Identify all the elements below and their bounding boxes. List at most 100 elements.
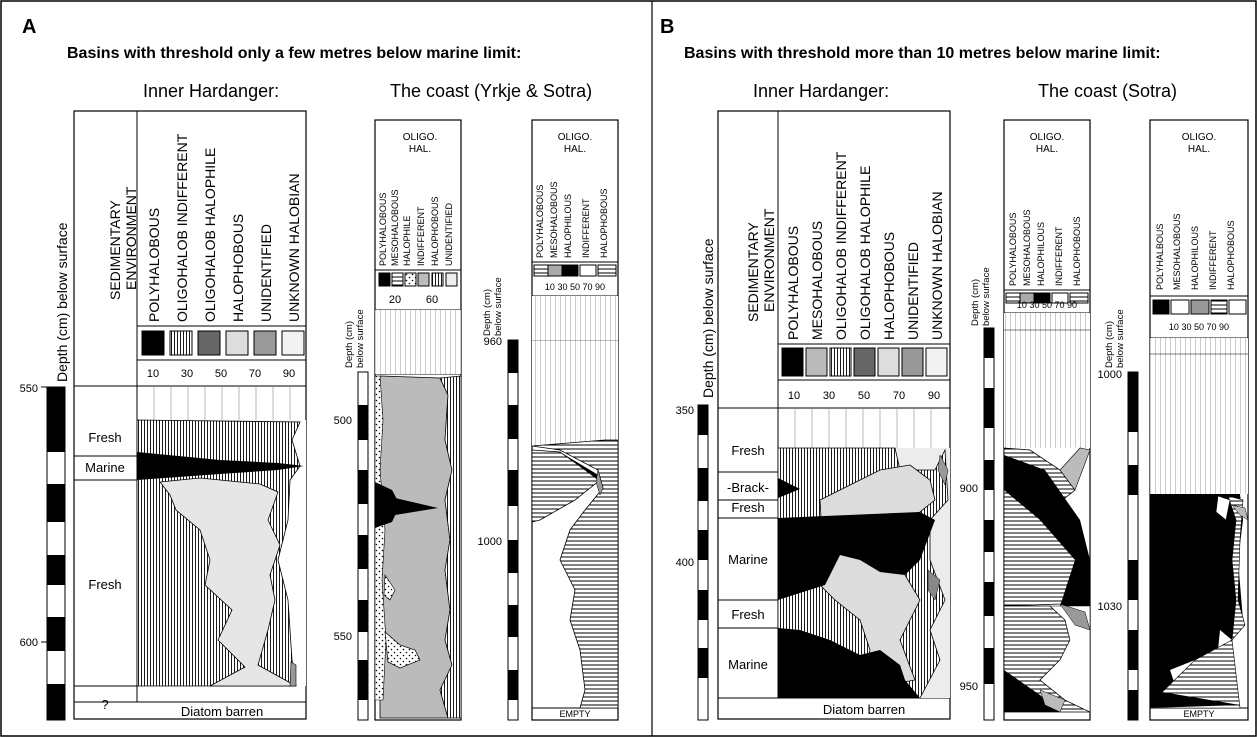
core-b2-cat-1: POLYHALOBOUS (1008, 213, 1018, 286)
core-a1-env-header-2: ENVIRONMENT (123, 186, 139, 290)
core-a1-env-header-1: SEDIMENTARY (107, 200, 123, 300)
panel-a-right-heading: The coast (Yrkje & Sotra) (390, 81, 592, 101)
core-a3-cat-3: HALOPHILOUS (563, 194, 573, 258)
core-b3-depth-label-2: below surface (1115, 309, 1126, 368)
core-b1-footer: Diatom barren (823, 702, 905, 717)
core-b1-cat-1: POLYHALOBOUS (785, 226, 801, 340)
core-b2-cat-5: HALOPHOBOUS (1072, 216, 1082, 286)
core-a1-zone-fresh-1: Fresh (88, 430, 121, 445)
core-a1-zone-unknown: ? (101, 697, 108, 712)
core-b3-depth-label-1: Depth (cm) (1104, 321, 1115, 368)
core-b1-zone-fresh-1: Fresh (731, 443, 764, 458)
core-b3-cat-2: MESOHALOBOUS (1172, 213, 1182, 290)
core-b2-cat-3: HALOPHILOUS (1036, 222, 1046, 286)
core-a2-cat-6: UNIDENTIFIED (444, 202, 454, 266)
core-b1-zone-marine-2: Marine (728, 657, 768, 672)
core-a3-cat-4: INDIFFERENT (581, 198, 591, 258)
core-a1-depth-tick-550: 550 (20, 383, 38, 395)
core-b1-depth-tick-350: 350 (676, 405, 694, 417)
core-a1-footer: Diatom barren (181, 704, 263, 719)
core-a1-cat-1: POLYHALOBOUS (146, 208, 162, 322)
core-a2-depth-tick-500: 500 (334, 415, 352, 427)
panel-b-label: B (660, 16, 674, 38)
core-b1-zone-marine-1: Marine (728, 552, 768, 567)
core-a1-scale-90: 90 (283, 368, 295, 380)
panel-b-title: Basins with threshold more than 10 metre… (684, 45, 1161, 62)
core-b3-cat-5: HALOPHOBOUS (1226, 220, 1236, 290)
core-b1-cat-2: MESOHALOBOUS (809, 221, 825, 340)
panel-a-left-heading: Inner Hardanger: (143, 81, 279, 101)
core-b2-scale: 10 30 50 70 90 (1017, 300, 1077, 310)
core-a2-depth-label-1: Depth (cm) (344, 321, 355, 368)
core-b2-depth-tick-950: 950 (960, 681, 978, 693)
core-b1-cat-4: OLIGOHALOB HALOPHILE (857, 166, 873, 340)
core-b3-cat-1: POLYHALBOUS (1155, 224, 1165, 290)
core-b3-cat-3: HALOPHILOUS (1190, 226, 1200, 290)
core-a1-cat-4: HALOPHOBOUS (230, 214, 246, 322)
core-b1-scale-70: 70 (893, 390, 905, 402)
core-a3-cat-1: POLYHALOBOUS (535, 185, 545, 258)
core-b3-group-label: OLIGO. (1182, 132, 1216, 143)
core-a2: Depth (cm) below surface 500 550 OLIGO. … (334, 120, 461, 720)
panel-b-right-heading: The coast (Sotra) (1038, 81, 1177, 101)
core-a1-cat-5: UNIDENTIFIED (258, 224, 274, 322)
svg-text:HAL.: HAL. (1188, 144, 1210, 155)
core-a1-zone-fresh-2: Fresh (88, 577, 121, 592)
core-b1-scale-30: 30 (823, 390, 835, 402)
core-a2-cat-3: HALOPHILE (402, 215, 412, 266)
core-a2-cat-4: INDIFFERENT (416, 206, 426, 266)
svg-text:HAL.: HAL. (409, 144, 431, 155)
panel-a-label: A (22, 16, 36, 38)
core-b3-depth-tick-1030: 1030 (1098, 601, 1122, 613)
core-b3-footer: EMPTY (1183, 709, 1214, 719)
core-b2-depth-label-1: Depth (cm) (970, 279, 981, 326)
core-b1-scale-10: 10 (788, 390, 800, 402)
core-a1: Depth (cm) below surface 550 600 SEDIMEN… (20, 111, 306, 720)
core-b3: Depth (cm) below surface 1000 1030 OLIGO… (1098, 120, 1248, 720)
core-a1-scale-70: 70 (249, 368, 261, 380)
core-b1-depth-label: Depth (cm) below surface (700, 238, 716, 398)
svg-text:HAL.: HAL. (1036, 144, 1058, 155)
core-b1-scale-50: 50 (858, 390, 870, 402)
core-a3-depth-scale (508, 340, 518, 720)
core-b1-zone-brack: -Brack- (727, 480, 769, 495)
core-a3: Depth (cm) below surface 960 1000 OLIGO.… (478, 120, 618, 720)
core-a2-cat-5: HALOPHOBOUS (430, 196, 440, 266)
core-a3-group-label: OLIGO. (558, 132, 592, 143)
core-b1-depth-tick-400: 400 (676, 557, 694, 569)
core-a1-scale-50: 50 (215, 368, 227, 380)
core-b2-cat-2: MESOHALOBOUS (1022, 209, 1032, 286)
core-a2-cat-2: MESOHALOBOUS (390, 189, 400, 266)
core-b3-scale: 10 30 50 70 90 (1169, 322, 1229, 332)
core-a1-depth-label: Depth (cm) below surface (54, 222, 70, 382)
core-a3-cat-5: HALOPHOBOUS (599, 188, 609, 258)
core-b2-depth-tick-900: 900 (960, 483, 978, 495)
core-a3-depth-tick-960: 960 (484, 336, 502, 348)
core-a1-scale-10: 10 (147, 368, 159, 380)
core-b2-depth-label-2: below surface (981, 267, 992, 326)
core-a1-zone-marine: Marine (85, 460, 125, 475)
svg-text:HAL.: HAL. (564, 144, 586, 155)
core-b1: Depth (cm) below surface 350 400 SEDIMEN… (676, 111, 950, 720)
core-a3-depth-label-1: Depth (cm) (482, 289, 493, 336)
panel-b-left-heading: Inner Hardanger: (753, 81, 889, 101)
core-a1-cat-2: OLIGOHALOB INDIFFERENT (174, 133, 190, 322)
core-a2-scale-20: 20 (389, 294, 401, 306)
core-b1-zone-fresh-2: Fresh (731, 500, 764, 515)
panel-a-title: Basins with threshold only a few metres … (67, 45, 521, 62)
core-b1-zone-fresh-3: Fresh (731, 607, 764, 622)
core-a3-depth-tick-1000: 1000 (478, 536, 502, 548)
core-b1-cat-7: UNKNOWN HALOBIAN (929, 191, 945, 340)
core-a3-cat-2: MESOHALOBOUS (549, 181, 559, 258)
panel-b: B Basins with threshold more than 10 met… (660, 16, 1248, 720)
core-b2-group-label: OLIGO. (1030, 132, 1064, 143)
core-a3-depth-label-2: below surface (493, 277, 504, 336)
core-b1-cat-5: HALOPHOBOUS (881, 232, 897, 340)
core-a2-cat-1: POLYHALOBOUS (378, 193, 388, 266)
core-a1-cat-6: UNKNOWN HALOBIAN (286, 173, 302, 322)
core-a2-depth-tick-550: 550 (334, 631, 352, 643)
core-b1-scale-90: 90 (928, 390, 940, 402)
core-a2-group-label: OLIGO. (403, 132, 437, 143)
core-b1-cat-3: OLIGOHALOB INDIFFERENT (833, 151, 849, 340)
